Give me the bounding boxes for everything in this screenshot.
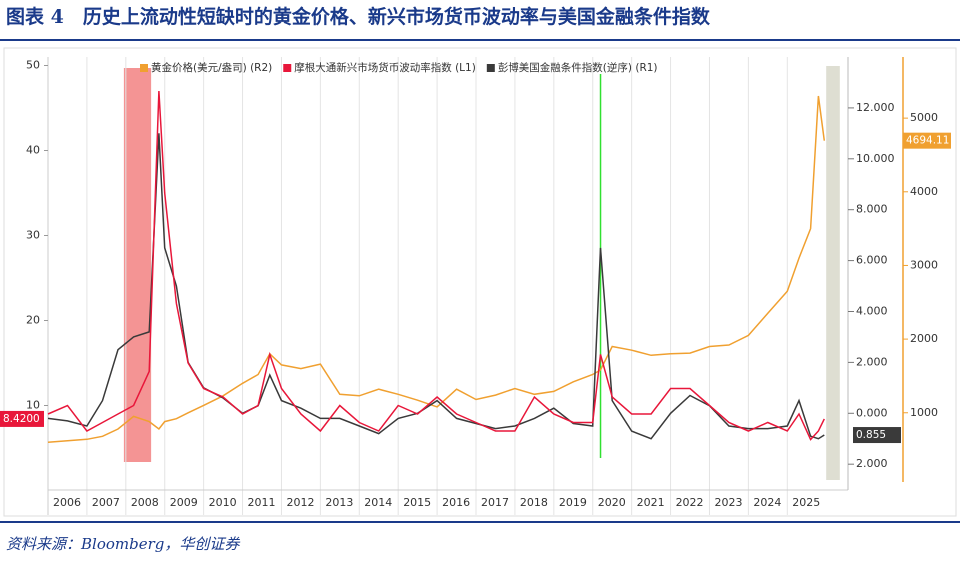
x-tick-label: 2023 [714, 496, 742, 509]
y2-tick-label: 4.000 [856, 304, 888, 317]
y2-tick-label: 0.000 [856, 406, 888, 419]
y3-tick-label: 5000 [910, 111, 938, 124]
shaded-region [826, 66, 840, 480]
y-tick-label: 10 [26, 399, 40, 412]
x-tick-label: 2022 [676, 496, 704, 509]
last-value-label: 4694.11 [906, 135, 949, 147]
x-tick-label: 2017 [481, 496, 509, 509]
x-tick-label: 2015 [403, 496, 431, 509]
y2-tick-label: 10.000 [856, 152, 895, 165]
x-tick-label: 2024 [753, 496, 781, 509]
x-tick-label: 2016 [442, 496, 470, 509]
y-tick-label: 20 [26, 314, 40, 327]
x-tick-label: 2013 [325, 496, 353, 509]
chart-frame [3, 47, 957, 517]
shaded-region [123, 68, 152, 462]
y-tick-label: 40 [26, 144, 40, 157]
y-tick-label: 30 [26, 229, 40, 242]
y3-tick-label: 3000 [910, 258, 938, 271]
x-tick-label: 2025 [792, 496, 820, 509]
x-tick-label: 2010 [209, 496, 237, 509]
last-value-box [853, 427, 901, 444]
y-tick-label: 50 [26, 59, 40, 72]
x-tick-label: 2008 [131, 496, 159, 509]
x-tick-label: 2018 [520, 496, 548, 509]
legend-label: 黄金价格(美元/盎司) (R2) [151, 61, 272, 74]
x-tick-label: 2021 [637, 496, 665, 509]
y3-tick-label: 2000 [910, 332, 938, 345]
source: 资料来源：Bloomberg，华创证券 [6, 535, 240, 553]
series-line [47, 90, 825, 441]
x-tick-label: 2009 [170, 496, 198, 509]
last-value-label: 8.4200 [3, 413, 40, 425]
y3-tick-label: 1000 [910, 406, 938, 419]
last-value-label: 0.855 [856, 429, 886, 441]
y2-tick-label: 8.000 [856, 203, 888, 216]
y3-tick-label: 4000 [910, 185, 938, 198]
y2-tick-label: 12.000 [856, 101, 895, 114]
legend-swatch [486, 64, 495, 72]
y2-tick-label: 6.000 [856, 254, 888, 267]
x-tick-label: 2012 [286, 496, 314, 509]
y2-tick-label: 2.000 [856, 457, 888, 470]
x-tick-label: 2006 [53, 496, 81, 509]
last-value-box [0, 410, 44, 427]
chart-title: 图表 4 历史上流动性短缺时的黄金价格、新兴市场货币波动率与美国金融条件指数 [6, 5, 711, 28]
series-line [47, 95, 826, 443]
x-tick-label: 2014 [364, 496, 392, 509]
legend-label: 摩根大通新兴市场货币波动率指数 (L1) [294, 61, 476, 74]
y2-tick-label: 2.000 [856, 355, 888, 368]
x-tick-label: 2007 [92, 496, 120, 509]
legend-swatch [283, 64, 292, 72]
x-tick-label: 2020 [598, 496, 626, 509]
x-tick-label: 2019 [559, 496, 587, 509]
x-tick-label: 2011 [248, 496, 276, 509]
legend-label: 彭博美国金融条件指数(逆序) (R1) [498, 61, 658, 74]
last-value-box [903, 132, 951, 149]
legend-swatch [140, 64, 148, 72]
